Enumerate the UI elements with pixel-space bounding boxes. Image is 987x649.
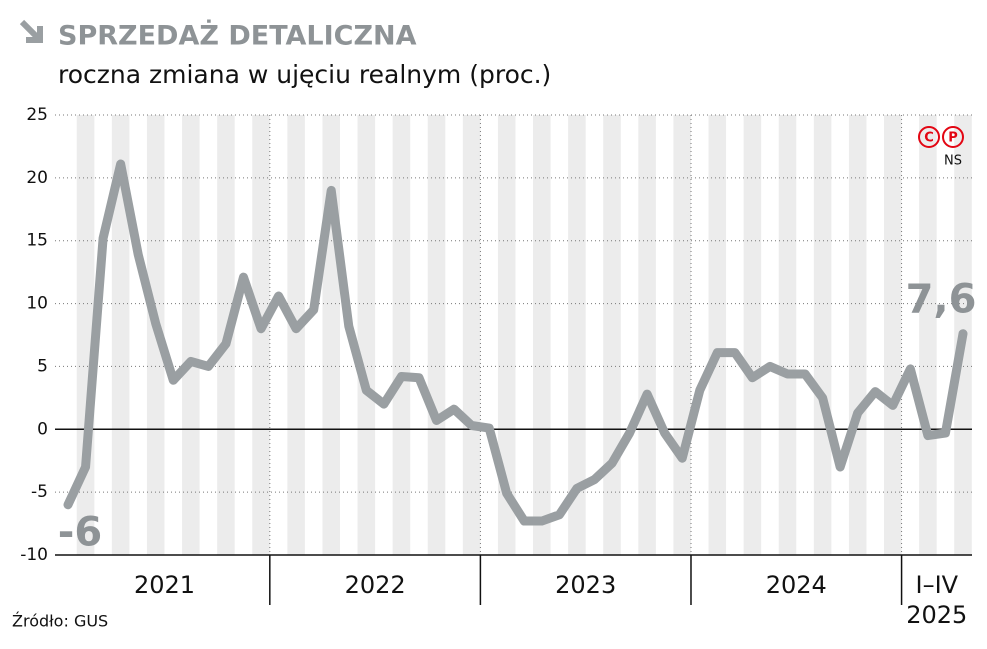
value-label: -6	[58, 510, 102, 556]
month-stripe	[813, 115, 832, 555]
title-arrow	[19, 19, 43, 43]
y-tick-label: 25	[26, 105, 48, 125]
month-stripe	[638, 115, 656, 555]
month-stripe	[287, 115, 305, 555]
month-stripe	[497, 115, 516, 555]
y-tick-label: 10	[26, 294, 48, 314]
chart-title: SPRZEDAŻ DETALICZNA	[58, 20, 417, 52]
month-stripe	[357, 115, 376, 555]
month-stripe	[322, 115, 341, 555]
y-tick-label: -5	[31, 482, 48, 502]
month-stripe	[427, 115, 446, 555]
x-tick-label: 2024	[765, 571, 827, 599]
chart-subtitle: roczna zmiana w ujęciu realnym (proc.)	[58, 60, 551, 89]
value-label: 7,6	[906, 277, 977, 323]
source: Źródło: GUS	[12, 612, 108, 631]
month-stripe	[182, 115, 200, 555]
data-line	[63, 159, 968, 526]
logo-circle	[942, 126, 964, 148]
month-stripe	[778, 115, 797, 555]
x-tick-label: 2021	[133, 571, 196, 599]
y-tick-label: 20	[26, 168, 48, 188]
month-stripe	[848, 115, 867, 555]
x-tick-label: 2022	[344, 571, 406, 599]
logo-text: NS	[944, 154, 962, 169]
x-tick-label: 2023	[555, 571, 617, 599]
logo-mark: C	[924, 131, 934, 146]
y-tick-label: 0	[37, 419, 48, 439]
y-tick-label: -10	[20, 545, 48, 565]
month-stripe	[533, 115, 551, 555]
y-tick-label: 5	[37, 356, 48, 376]
logo-circle	[918, 126, 940, 148]
month-stripe	[392, 115, 411, 555]
logo-mark: P	[948, 131, 958, 146]
month-stripe	[743, 115, 762, 555]
month-stripe	[111, 115, 130, 555]
month-stripe	[708, 115, 727, 555]
month-stripe	[462, 115, 481, 555]
month-stripe	[568, 115, 586, 555]
month-stripe	[919, 115, 937, 555]
month-stripe	[603, 115, 621, 555]
month-stripe	[252, 115, 270, 555]
x-tick-label: I–IV 2025	[906, 571, 968, 629]
month-stripe	[884, 115, 902, 555]
month-stripe	[673, 115, 691, 555]
y-tick-label: 15	[26, 231, 48, 251]
